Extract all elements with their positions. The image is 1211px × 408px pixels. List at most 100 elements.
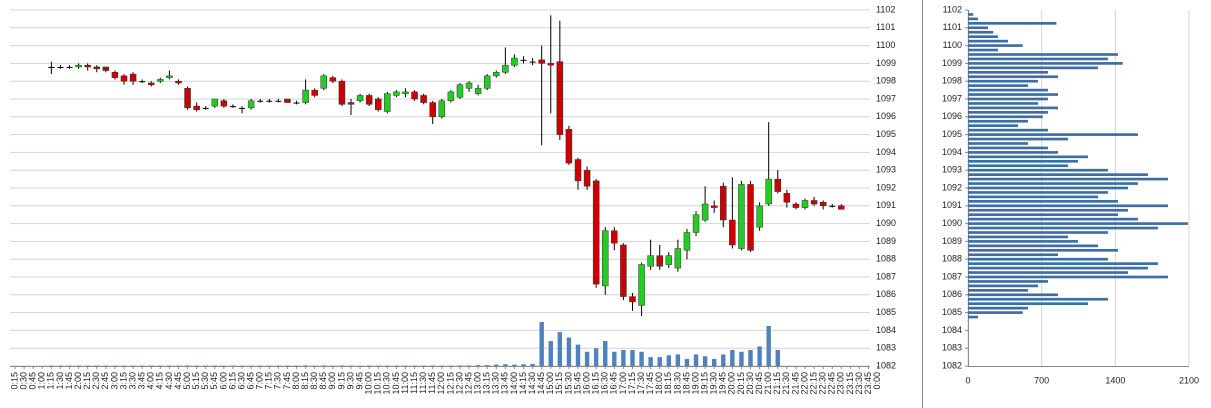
x-tick-label: 5:00 xyxy=(182,372,192,390)
candle-body xyxy=(257,100,264,102)
y-tick-label: 1096 xyxy=(876,111,896,121)
x-tick-label: 14:30 xyxy=(527,372,537,395)
x-tick-label: 0:30 xyxy=(18,372,28,390)
volume-bar xyxy=(693,354,699,366)
x-tick-label: 10:45 xyxy=(391,372,401,395)
candle-body xyxy=(483,75,491,89)
profile-bar xyxy=(968,289,1028,292)
x-tick-label: 7:00 xyxy=(255,372,265,390)
profile-bar xyxy=(968,195,1098,199)
candle-body xyxy=(774,178,782,192)
x-tick-label: 0:45 xyxy=(28,372,38,390)
candle-body xyxy=(393,91,400,96)
y-tick-label: 1093 xyxy=(942,165,962,175)
profile-bar xyxy=(968,39,1008,43)
candle-body xyxy=(801,200,809,208)
profile-bar xyxy=(968,115,1043,119)
profile-bar xyxy=(968,62,1123,65)
candle-body xyxy=(247,100,255,109)
profile-bar xyxy=(968,111,1048,114)
y-tick-label: 1082 xyxy=(942,360,962,370)
profile-bar xyxy=(968,164,1068,168)
x-tick-label: 7:45 xyxy=(282,372,292,390)
profile-bar xyxy=(968,84,1028,87)
candle-body xyxy=(84,64,91,68)
candle-body xyxy=(601,230,609,287)
x-tick-label: 13:45 xyxy=(500,372,510,395)
x-tick-label: 8:15 xyxy=(300,372,310,390)
x-tick-label: 1:00 xyxy=(37,372,47,390)
volume-bar xyxy=(657,357,662,366)
candle-body xyxy=(765,178,772,205)
candle-body xyxy=(710,205,718,208)
x-tick-label: 5:15 xyxy=(191,372,201,390)
y-tick-label: 1100 xyxy=(943,40,962,50)
volume-bar xyxy=(557,332,563,366)
profile-bar xyxy=(968,222,1188,225)
x-tick-label: 3:30 xyxy=(127,372,137,390)
profile-bar xyxy=(968,271,1128,274)
x-tick-label: 18:30 xyxy=(672,372,682,395)
profile-bar xyxy=(968,53,1118,56)
x-tick-label: 13:30 xyxy=(491,372,501,395)
profile-bar xyxy=(968,293,1058,297)
volume-bar xyxy=(757,346,762,366)
candle-body xyxy=(48,66,55,68)
y-tick-label: 1100 xyxy=(876,40,895,50)
candle-body xyxy=(129,73,137,82)
candle-body xyxy=(647,255,654,267)
x-tick-label: 13:15 xyxy=(482,372,492,395)
profile-bar xyxy=(968,182,1138,185)
profile-bar xyxy=(968,284,1038,288)
x-tick-label: 16:15 xyxy=(591,372,601,395)
candle-body xyxy=(683,232,691,251)
x-tick-label: 20:30 xyxy=(745,372,755,395)
candle-body xyxy=(638,264,645,306)
candle-body xyxy=(692,214,700,233)
volume-bar xyxy=(521,364,526,366)
y-tick-label: 1086 xyxy=(942,289,962,299)
candle-body xyxy=(338,80,346,105)
y-tick-label: 1084 xyxy=(876,325,896,335)
candle-body xyxy=(275,100,282,102)
x-tick-label: 22:45 xyxy=(827,372,837,395)
candle-body xyxy=(229,106,236,108)
candle-body xyxy=(57,66,64,68)
volume-bar xyxy=(730,349,735,366)
profile-bar xyxy=(968,57,1108,61)
candle-body xyxy=(266,100,273,102)
x-tick-label: 2100 xyxy=(1179,375,1199,385)
x-tick-label: 1:15 xyxy=(46,372,56,390)
volume-bar xyxy=(539,322,544,366)
y-tick-label: 1088 xyxy=(876,254,896,264)
x-tick-label: 18:00 xyxy=(654,372,664,395)
profile-bar xyxy=(968,35,998,39)
y-tick-label: 1090 xyxy=(876,218,896,228)
volume-bar xyxy=(185,365,190,366)
y-tick-label: 1085 xyxy=(876,307,896,317)
candle-body xyxy=(111,72,119,78)
x-tick-label: 10:30 xyxy=(382,372,392,395)
volume-bar xyxy=(566,337,572,366)
candle-body xyxy=(175,80,182,84)
candle-body xyxy=(402,91,409,94)
y-tick-label: 1083 xyxy=(942,343,962,353)
y-tick-label: 1102 xyxy=(943,4,962,14)
y-tick-label: 1085 xyxy=(942,307,962,317)
x-tick-label: 7:15 xyxy=(264,372,274,390)
candle-body xyxy=(102,66,110,71)
x-tick-label: 16:00 xyxy=(581,372,591,395)
candle-body xyxy=(93,66,101,69)
x-tick-label: 22:00 xyxy=(799,372,809,395)
candle-body xyxy=(529,61,536,63)
x-tick-label: 4:45 xyxy=(173,372,183,390)
x-tick-label: 2:00 xyxy=(73,372,83,390)
profile-bar xyxy=(968,26,988,30)
y-tick-label: 1098 xyxy=(942,76,962,86)
volume-bar xyxy=(321,365,326,366)
volume-bar xyxy=(775,349,780,366)
candle-body xyxy=(302,89,309,103)
candle-body xyxy=(829,205,836,207)
profile-bar xyxy=(968,226,1158,230)
